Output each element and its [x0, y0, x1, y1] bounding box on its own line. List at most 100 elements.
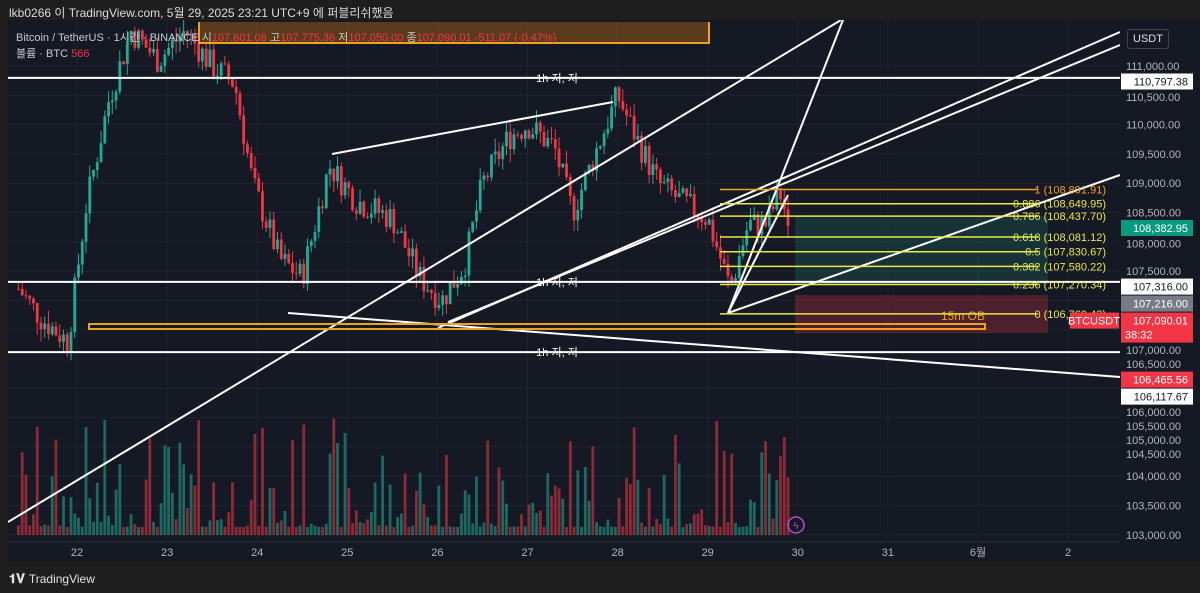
ohlc-highlight-box [198, 22, 710, 44]
candle [189, 34, 193, 36]
volume-bar [392, 526, 396, 535]
candle [39, 322, 43, 330]
symbol-tag-bg [1070, 312, 1119, 329]
candle [148, 47, 152, 53]
symbol-label[interactable]: Bitcoin / TetherUS · 1시간 · BINANCE [16, 32, 199, 44]
ob-price-tag: 106,465.56 [1133, 375, 1188, 387]
candle [602, 133, 606, 147]
volume-bar [576, 470, 580, 535]
volume-bar [493, 525, 497, 535]
candle [587, 164, 591, 173]
candle [399, 231, 403, 233]
candle [373, 198, 377, 214]
volume-bar [674, 434, 677, 535]
candle [238, 93, 242, 116]
volume-bar [159, 503, 163, 535]
volume-bar [628, 483, 632, 535]
volume-bar [264, 526, 268, 535]
candle [433, 292, 437, 308]
time-tick: 30 [792, 547, 804, 559]
volume-bar [719, 526, 722, 535]
candle [392, 209, 396, 234]
volume-bar [655, 518, 659, 535]
chart-panel[interactable]: 1h 지, 저 1h 지, 저 1h 지, 저 15m OB 1 (108,891.91… [8, 20, 1200, 562]
volume-bar [610, 526, 613, 535]
candle [324, 174, 328, 209]
volume-bar [298, 525, 302, 535]
volume-bar [110, 524, 114, 535]
candle [328, 168, 332, 175]
volume-bar [568, 441, 572, 535]
candle [666, 178, 670, 182]
volume-bar [39, 526, 43, 535]
volume-bar [272, 487, 276, 535]
volume-bar [779, 456, 782, 535]
open-value: 107,601.08 [211, 32, 267, 44]
volume-bar [602, 527, 606, 535]
fib-level-label: 0.382 (107,580.22) [1013, 261, 1106, 273]
volume-bar [516, 526, 520, 535]
close-label: 종 [406, 32, 417, 44]
candle [692, 193, 696, 216]
candle [354, 210, 358, 214]
candle [110, 100, 114, 103]
volume-bar [20, 452, 24, 535]
volume-bar [707, 525, 711, 535]
volume-bar [328, 453, 332, 535]
candle [95, 162, 99, 170]
volume-bar [223, 526, 227, 535]
tradingview-logo-icon: 𝟏𝐕 [9, 571, 25, 586]
high-value: 107,775.36 [280, 32, 336, 44]
candle [159, 66, 163, 72]
volume-bar [80, 526, 84, 535]
volume-bar [681, 526, 685, 535]
candle [471, 221, 475, 232]
current-price-tag: 107,090.01 [1133, 316, 1188, 328]
volume-bar [640, 522, 644, 535]
volume-bar [58, 525, 62, 535]
candle [242, 115, 246, 145]
candle [707, 219, 711, 225]
volume-bar [764, 441, 767, 535]
candle [178, 36, 182, 42]
trendline [8, 20, 842, 523]
price-chart[interactable]: 1h 지, 저 1h 지, 저 1h 지, 저 15m OB 1 (108,891.91… [8, 20, 1200, 562]
volume-bar [786, 477, 790, 535]
volume-bar [490, 523, 493, 535]
volume-bar [636, 479, 640, 535]
candle [249, 153, 253, 169]
fib-level-label: 0.618 (108,081.12) [1013, 232, 1106, 244]
candle [689, 193, 692, 197]
volume-bar [122, 526, 125, 535]
lightning-icon: ϟ [793, 521, 799, 532]
candle [655, 164, 659, 170]
candle [339, 166, 343, 196]
trendline [727, 20, 844, 314]
price-tick: 107,500.00 [1126, 266, 1181, 278]
price-tick: 109,500.00 [1126, 149, 1181, 161]
volume-bar [557, 488, 561, 535]
volume-bar [407, 526, 411, 535]
volume-bar [749, 499, 752, 535]
currency-button[interactable]: USDT [1127, 29, 1169, 49]
volume-bar [737, 526, 741, 535]
candle [418, 266, 422, 277]
candle [572, 196, 576, 221]
fib-level-label: 0.5 (107,830.67) [1025, 247, 1106, 259]
volume-bar [501, 480, 505, 535]
candle [212, 49, 216, 77]
volume-bar [531, 502, 535, 535]
volume-bar [65, 526, 69, 535]
candle [137, 30, 140, 48]
volume-bar [396, 516, 400, 535]
candle [264, 221, 268, 228]
volume-bar [339, 526, 343, 535]
candle [726, 263, 730, 277]
candle [302, 263, 306, 284]
candle [182, 31, 186, 37]
volume-bar [268, 487, 272, 535]
volume-bar [643, 526, 647, 535]
volume-bar [433, 525, 437, 535]
candle [441, 295, 445, 305]
chart-legend: Bitcoin / TetherUS · 1시간 · BINANCE 시107,… [16, 30, 556, 62]
